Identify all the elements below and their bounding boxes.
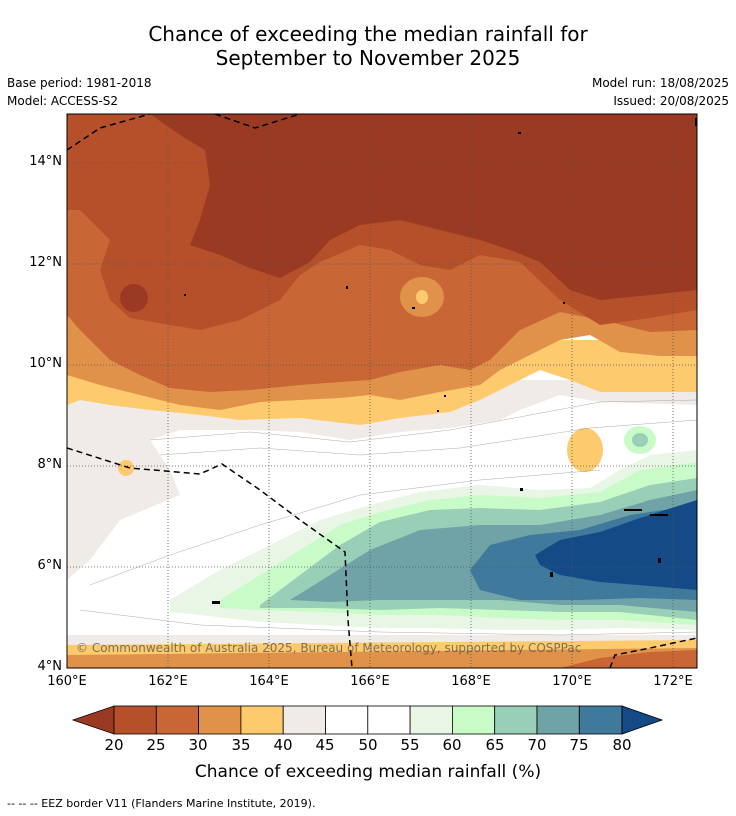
colorbar-tick-70: 70 <box>527 736 547 754</box>
lat-label-10n: 10°N <box>29 356 62 371</box>
colorbar-bin-70-75 <box>536 705 580 735</box>
colorbar-tick-50: 50 <box>358 736 378 754</box>
lon-label-160e: 160°E <box>47 674 87 689</box>
colorbar-bin-45-50 <box>325 705 369 735</box>
lon-label-170e: 170°E <box>552 674 592 689</box>
map-frame <box>66 113 698 669</box>
colorbar <box>71 705 664 735</box>
lat-label-12n: 12°N <box>29 255 62 270</box>
graticule <box>67 114 697 668</box>
colorbar-low-extension <box>71 705 115 735</box>
colorbar-tick-55: 55 <box>400 736 420 754</box>
lon-label-172e: 172°E <box>653 674 693 689</box>
colorbar-tick-35: 35 <box>231 736 251 754</box>
colorbar-bin-55-60 <box>409 705 453 735</box>
colorbar-bin-30-35 <box>198 705 242 735</box>
colorbar-bin-40-45 <box>282 705 326 735</box>
colorbar-bin-20-25 <box>113 705 157 735</box>
contour-lines <box>79 399 697 636</box>
colorbar-bin-35-40 <box>240 705 284 735</box>
colorbar-bin-50-55 <box>367 705 411 735</box>
colorbar-bin-60-65 <box>451 705 496 735</box>
issued-date: Issued: 20/08/2025 <box>613 94 729 108</box>
colorbar-high-extension <box>621 705 664 735</box>
title-line-1: Chance of exceeding the median rainfall … <box>148 22 588 46</box>
model-run: Model run: 18/08/2025 <box>591 76 729 90</box>
colorbar-bin-25-30 <box>155 705 200 735</box>
lon-label-166e: 166°E <box>350 674 390 689</box>
lat-label-4n: 4°N <box>37 659 63 674</box>
meta-right: Model run: 18/08/2025 Issued: 20/08/2025 <box>592 74 729 110</box>
lat-label-6n: 6°N <box>37 558 63 573</box>
map-field <box>67 114 697 668</box>
meta-left: Base period: 1981-2018 Model: ACCESS-S2 <box>7 74 152 110</box>
chart-title: Chance of exceeding the median rainfall … <box>0 22 736 70</box>
base-period: Base period: 1981-2018 <box>7 76 152 90</box>
lat-label-14n: 14°N <box>29 154 62 169</box>
islands <box>184 118 697 604</box>
colorbar-title: Chance of exceeding median rainfall (%) <box>194 762 542 782</box>
colorbar-tick-20: 20 <box>104 736 124 754</box>
colorbar-tick-65: 65 <box>485 736 505 754</box>
colorbar-bin-65-70 <box>494 705 538 735</box>
lon-label-164e: 164°E <box>249 674 289 689</box>
lon-label-162e: 162°E <box>148 674 188 689</box>
lat-label-8n: 8°N <box>37 457 63 472</box>
colorbar-tick-30: 30 <box>188 736 208 754</box>
colorbar-tick-25: 25 <box>146 736 166 754</box>
colorbar-tick-40: 40 <box>273 736 293 754</box>
colorbar-tick-60: 60 <box>442 736 462 754</box>
copyright-notice: © Commonwealth of Australia 2025, Bureau… <box>76 641 582 655</box>
colorbar-tick-80: 80 <box>612 736 632 754</box>
eez-border <box>67 114 697 668</box>
colorbar-bin-75-80 <box>578 705 623 735</box>
lon-label-168e: 168°E <box>451 674 491 689</box>
colorbar-tick-45: 45 <box>315 736 335 754</box>
colorbar-tick-75: 75 <box>569 736 589 754</box>
eez-footnote: -- -- -- EEZ border V11 (Flanders Marine… <box>7 797 316 810</box>
title-line-2: September to November 2025 <box>215 46 521 70</box>
model-name: Model: ACCESS-S2 <box>7 94 119 108</box>
